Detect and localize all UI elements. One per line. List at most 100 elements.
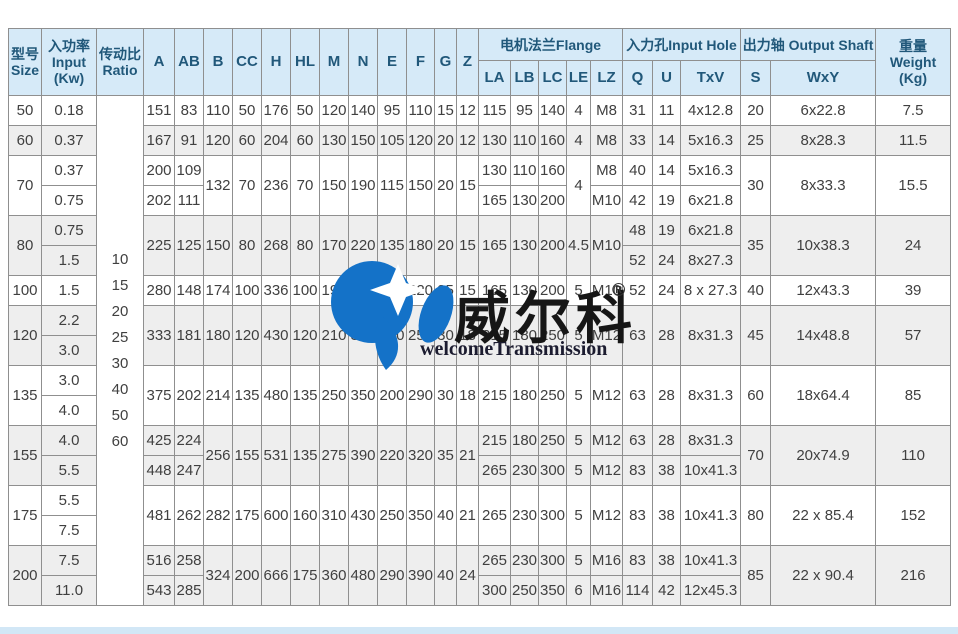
table-row: 50 0.18 10 15 20 25 30 40 50 60 151 83 110 50 176 50 1…	[8, 95, 952, 606]
spec-cell: 324	[203, 545, 233, 606]
spec-cell: 95	[377, 95, 407, 126]
spec-cell: 12	[456, 125, 479, 156]
table-row: 60 0.37 167 91 120 60 204 60 130 150 105 120 20 12 130…	[8, 125, 952, 156]
spec-cell: 190	[348, 155, 378, 216]
col-header-WxY: WxY	[770, 60, 877, 96]
spec-cell: 80	[740, 485, 772, 546]
spec-cell: 250	[538, 305, 567, 366]
spec-cell: 236	[261, 155, 291, 216]
spec-cell: 28	[652, 305, 682, 366]
spec-cell: 30	[740, 155, 772, 216]
table-row: 70 0.37 200 109 132 70 236 70 150 190 115 150 20 15 13…	[8, 155, 952, 216]
spec-cell: 20x74.9	[770, 425, 877, 486]
spec-cell: 110	[875, 425, 952, 486]
spec-cell: 282	[203, 485, 233, 546]
spec-cell: 250	[406, 305, 435, 366]
spec-cell: M10	[589, 215, 624, 276]
spec-cell: 5.5	[41, 485, 97, 516]
spec-cell: 2.2	[41, 305, 97, 336]
spec-cell: 320	[348, 305, 378, 366]
spec-cell: 3.0	[41, 365, 97, 396]
spec-cell: 8x31.3	[680, 305, 742, 366]
spec-cell: 8x31.3	[680, 365, 742, 426]
spec-cell: M12	[589, 425, 624, 456]
spec-cell: 20	[434, 215, 457, 276]
spec-cell: 250	[510, 575, 539, 606]
spec-cell: 20	[740, 95, 772, 126]
spec-cell: 160	[377, 305, 407, 366]
spec-cell: 0.75	[41, 215, 97, 246]
spec-cell: 22 x 85.4	[770, 485, 877, 546]
table-row: 200 7.5 516 258 324 200 666 175 360 480 290 390 40 24…	[8, 545, 952, 606]
spec-cell: 70	[8, 155, 42, 216]
col-header-dim-B: B	[203, 28, 233, 96]
spec-cell: 8x33.3	[770, 155, 877, 216]
spec-cell: 350	[406, 485, 435, 546]
col-header-weight: 重量 Weight (Kg)	[875, 28, 952, 96]
spec-cell: 63	[622, 425, 654, 456]
spec-cell: 4.0	[41, 425, 97, 456]
table-row: 80 0.75 225 125 150 80 268 80 170 220 135 180 20 15 16…	[8, 215, 952, 276]
table-row: 4.0	[9, 395, 951, 426]
spec-cell: 666	[261, 545, 291, 606]
spec-cell: 110	[406, 95, 435, 126]
spec-cell: 6x21.8	[680, 185, 742, 216]
spec-cell: 12x43.3	[770, 275, 877, 306]
spec-cell: 42	[622, 185, 654, 216]
spec-cell: M16	[589, 575, 624, 606]
spec-cell: 300	[538, 455, 567, 486]
page-bottom-strip	[0, 627, 958, 634]
spec-cell: 35	[740, 215, 772, 276]
spec-cell: 390	[406, 545, 435, 606]
spec-cell: 111	[174, 185, 204, 216]
spec-cell: 175	[8, 485, 42, 546]
spec-cell: 110	[510, 125, 539, 156]
spec-cell: 14x48.8	[770, 305, 877, 366]
table-row: 135 3.0 375 202 214 135 480 135 250 350 200 290 30 18…	[8, 365, 952, 426]
spec-cell: 350	[538, 575, 567, 606]
spec-cell: 210	[319, 305, 349, 366]
col-header-size-en: Size	[10, 62, 39, 78]
spec-cell: 300	[538, 485, 567, 546]
spec-cell: 600	[261, 485, 291, 546]
spec-cell: 543	[143, 575, 175, 606]
spec-cell: 216	[875, 545, 952, 606]
spec-cell: 181	[174, 305, 204, 366]
table-row: 100 1.5 280 148 174 100 336 100 190 270 155 220 25 15…	[8, 275, 952, 306]
spec-cell: 200	[232, 545, 262, 606]
spec-cell: 160	[290, 485, 320, 546]
spec-cell: 202	[143, 185, 175, 216]
spec-cell: 155	[377, 275, 407, 306]
spec-cell: M8	[589, 155, 624, 186]
spec-cell: 5	[566, 485, 591, 546]
spec-cell: 100	[232, 275, 262, 306]
spec-cell: 200	[538, 185, 567, 216]
input-power-unit: (Kw)	[53, 70, 85, 86]
spec-cell: 130	[510, 185, 539, 216]
spec-cell: 18x64.4	[770, 365, 877, 426]
spec-cell: 8 x 27.3	[680, 275, 742, 306]
spec-cell: 6x22.8	[770, 95, 877, 126]
col-header-dim-CC: CC	[232, 28, 262, 96]
spec-cell: 200	[538, 275, 567, 306]
spec-cell: 24	[875, 215, 952, 276]
spec-cell: 4	[566, 155, 591, 216]
col-header-LE: LE	[566, 60, 591, 96]
spec-cell: 215	[478, 365, 511, 426]
spec-cell: 114	[622, 575, 654, 606]
spec-cell: 85	[875, 365, 952, 426]
spec-cell: 14	[652, 125, 682, 156]
spec-cell: 214	[203, 365, 233, 426]
spec-cell: 5	[566, 545, 591, 576]
spec-cell: 350	[348, 365, 378, 426]
spec-cell: 480	[261, 365, 291, 426]
spec-cell: 6	[566, 575, 591, 606]
spec-cell: 140	[538, 95, 567, 126]
spec-cell: 135	[8, 365, 42, 426]
spec-cell: 220	[377, 425, 407, 486]
spec-cell: M12	[589, 455, 624, 486]
table-row: 11.0 543 285 300 250 350 6 M16 114 42 12x45.3	[9, 575, 951, 606]
col-header-dim-G: G	[434, 28, 457, 96]
spec-cell: 7.5	[875, 95, 952, 126]
